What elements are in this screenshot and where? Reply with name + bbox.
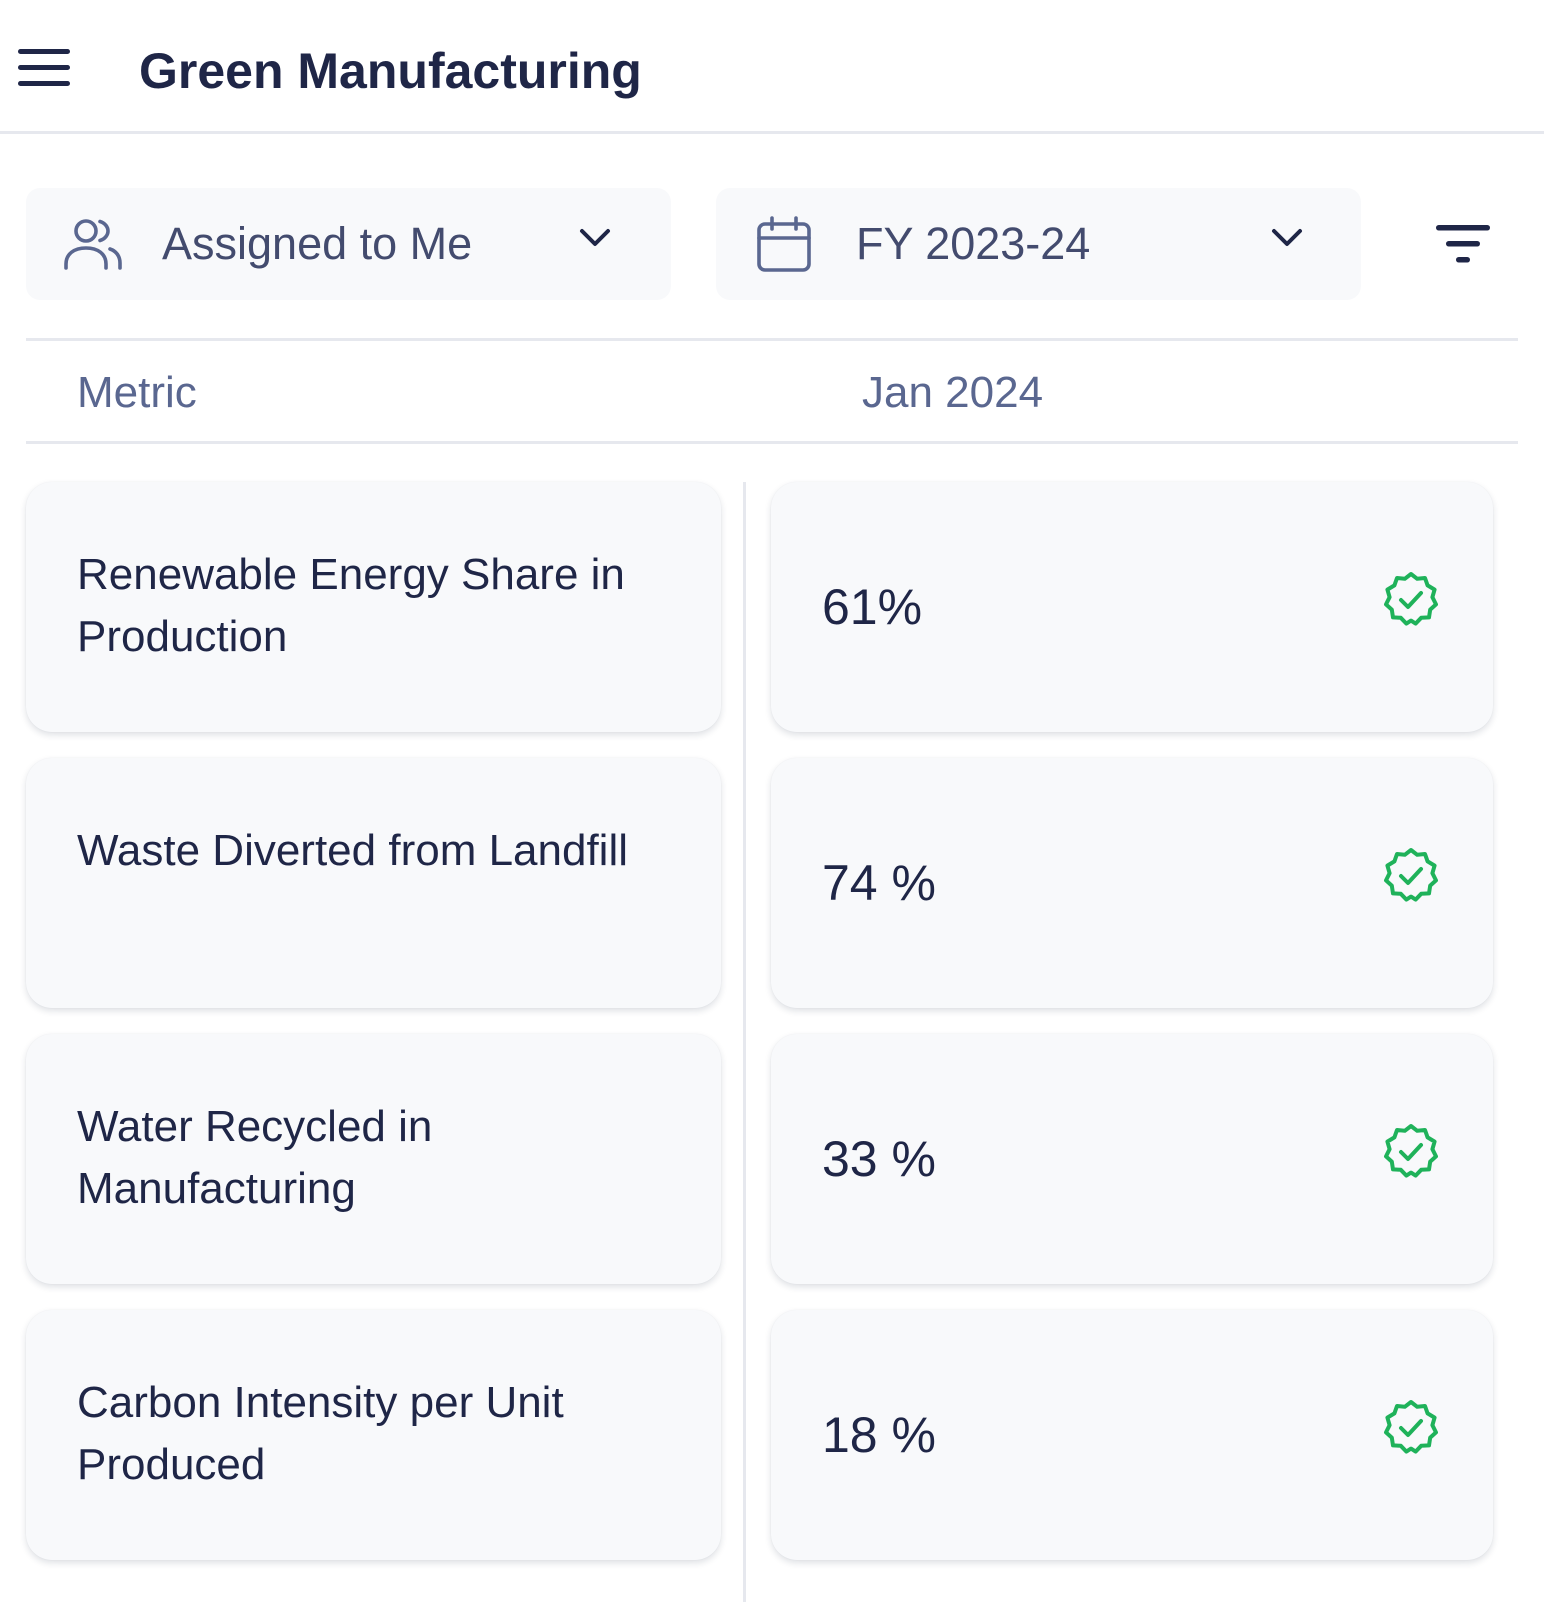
- app-header: Green Manufacturing: [0, 0, 1544, 134]
- verified-badge-icon: [1381, 846, 1441, 906]
- metric-card: Waste Diverted from Landfill: [26, 758, 721, 1008]
- assignee-dropdown[interactable]: Assigned to Me: [26, 188, 671, 300]
- table-row: Carbon Intensity per Unit Produced 18 %: [0, 1310, 1544, 1560]
- metric-card: Carbon Intensity per Unit Produced: [26, 1310, 721, 1560]
- table-header: Metric Jan 2024: [26, 338, 1518, 444]
- metric-value: 61%: [822, 579, 923, 635]
- value-card[interactable]: 61%: [771, 482, 1493, 732]
- column-header-metric: Metric: [77, 368, 197, 417]
- chevron-down-icon: [1270, 226, 1304, 255]
- value-card[interactable]: 74 %: [771, 758, 1493, 1008]
- table-row: Waste Diverted from Landfill 74 %: [0, 758, 1544, 1008]
- value-card[interactable]: 18 %: [771, 1310, 1493, 1560]
- table-row: Renewable Energy Share in Production 61%: [0, 482, 1544, 732]
- calendar-icon: [756, 216, 812, 279]
- metric-card: Water Recycled in Manufacturing: [26, 1034, 721, 1284]
- metric-label: Renewable Energy Share in Production: [77, 550, 625, 661]
- metric-label: Water Recycled in Manufacturing: [77, 1102, 433, 1213]
- metric-value: 33 %: [822, 1131, 936, 1187]
- verified-badge-icon: [1381, 1398, 1441, 1458]
- fiscal-year-dropdown-label: FY 2023-24: [856, 218, 1091, 269]
- assignee-dropdown-label: Assigned to Me: [162, 218, 473, 269]
- metric-label: Carbon Intensity per Unit Produced: [77, 1378, 564, 1489]
- fiscal-year-dropdown[interactable]: FY 2023-24: [716, 188, 1361, 300]
- hamburger-menu-icon[interactable]: [14, 44, 74, 92]
- metric-value: 74 %: [822, 855, 936, 911]
- column-divider: [743, 482, 746, 1602]
- metric-value: 18 %: [822, 1407, 936, 1463]
- users-icon: [62, 216, 124, 277]
- verified-badge-icon: [1381, 570, 1441, 630]
- page-title: Green Manufacturing: [139, 43, 642, 99]
- metric-card: Renewable Energy Share in Production: [26, 482, 721, 732]
- column-header-month: Jan 2024: [862, 368, 1044, 417]
- metric-label: Waste Diverted from Landfill: [77, 826, 629, 875]
- filter-lines-icon[interactable]: [1432, 220, 1494, 270]
- value-card[interactable]: 33 %: [771, 1034, 1493, 1284]
- verified-badge-icon: [1381, 1122, 1441, 1182]
- table-row: Water Recycled in Manufacturing 33 %: [0, 1034, 1544, 1284]
- chevron-down-icon: [578, 226, 612, 255]
